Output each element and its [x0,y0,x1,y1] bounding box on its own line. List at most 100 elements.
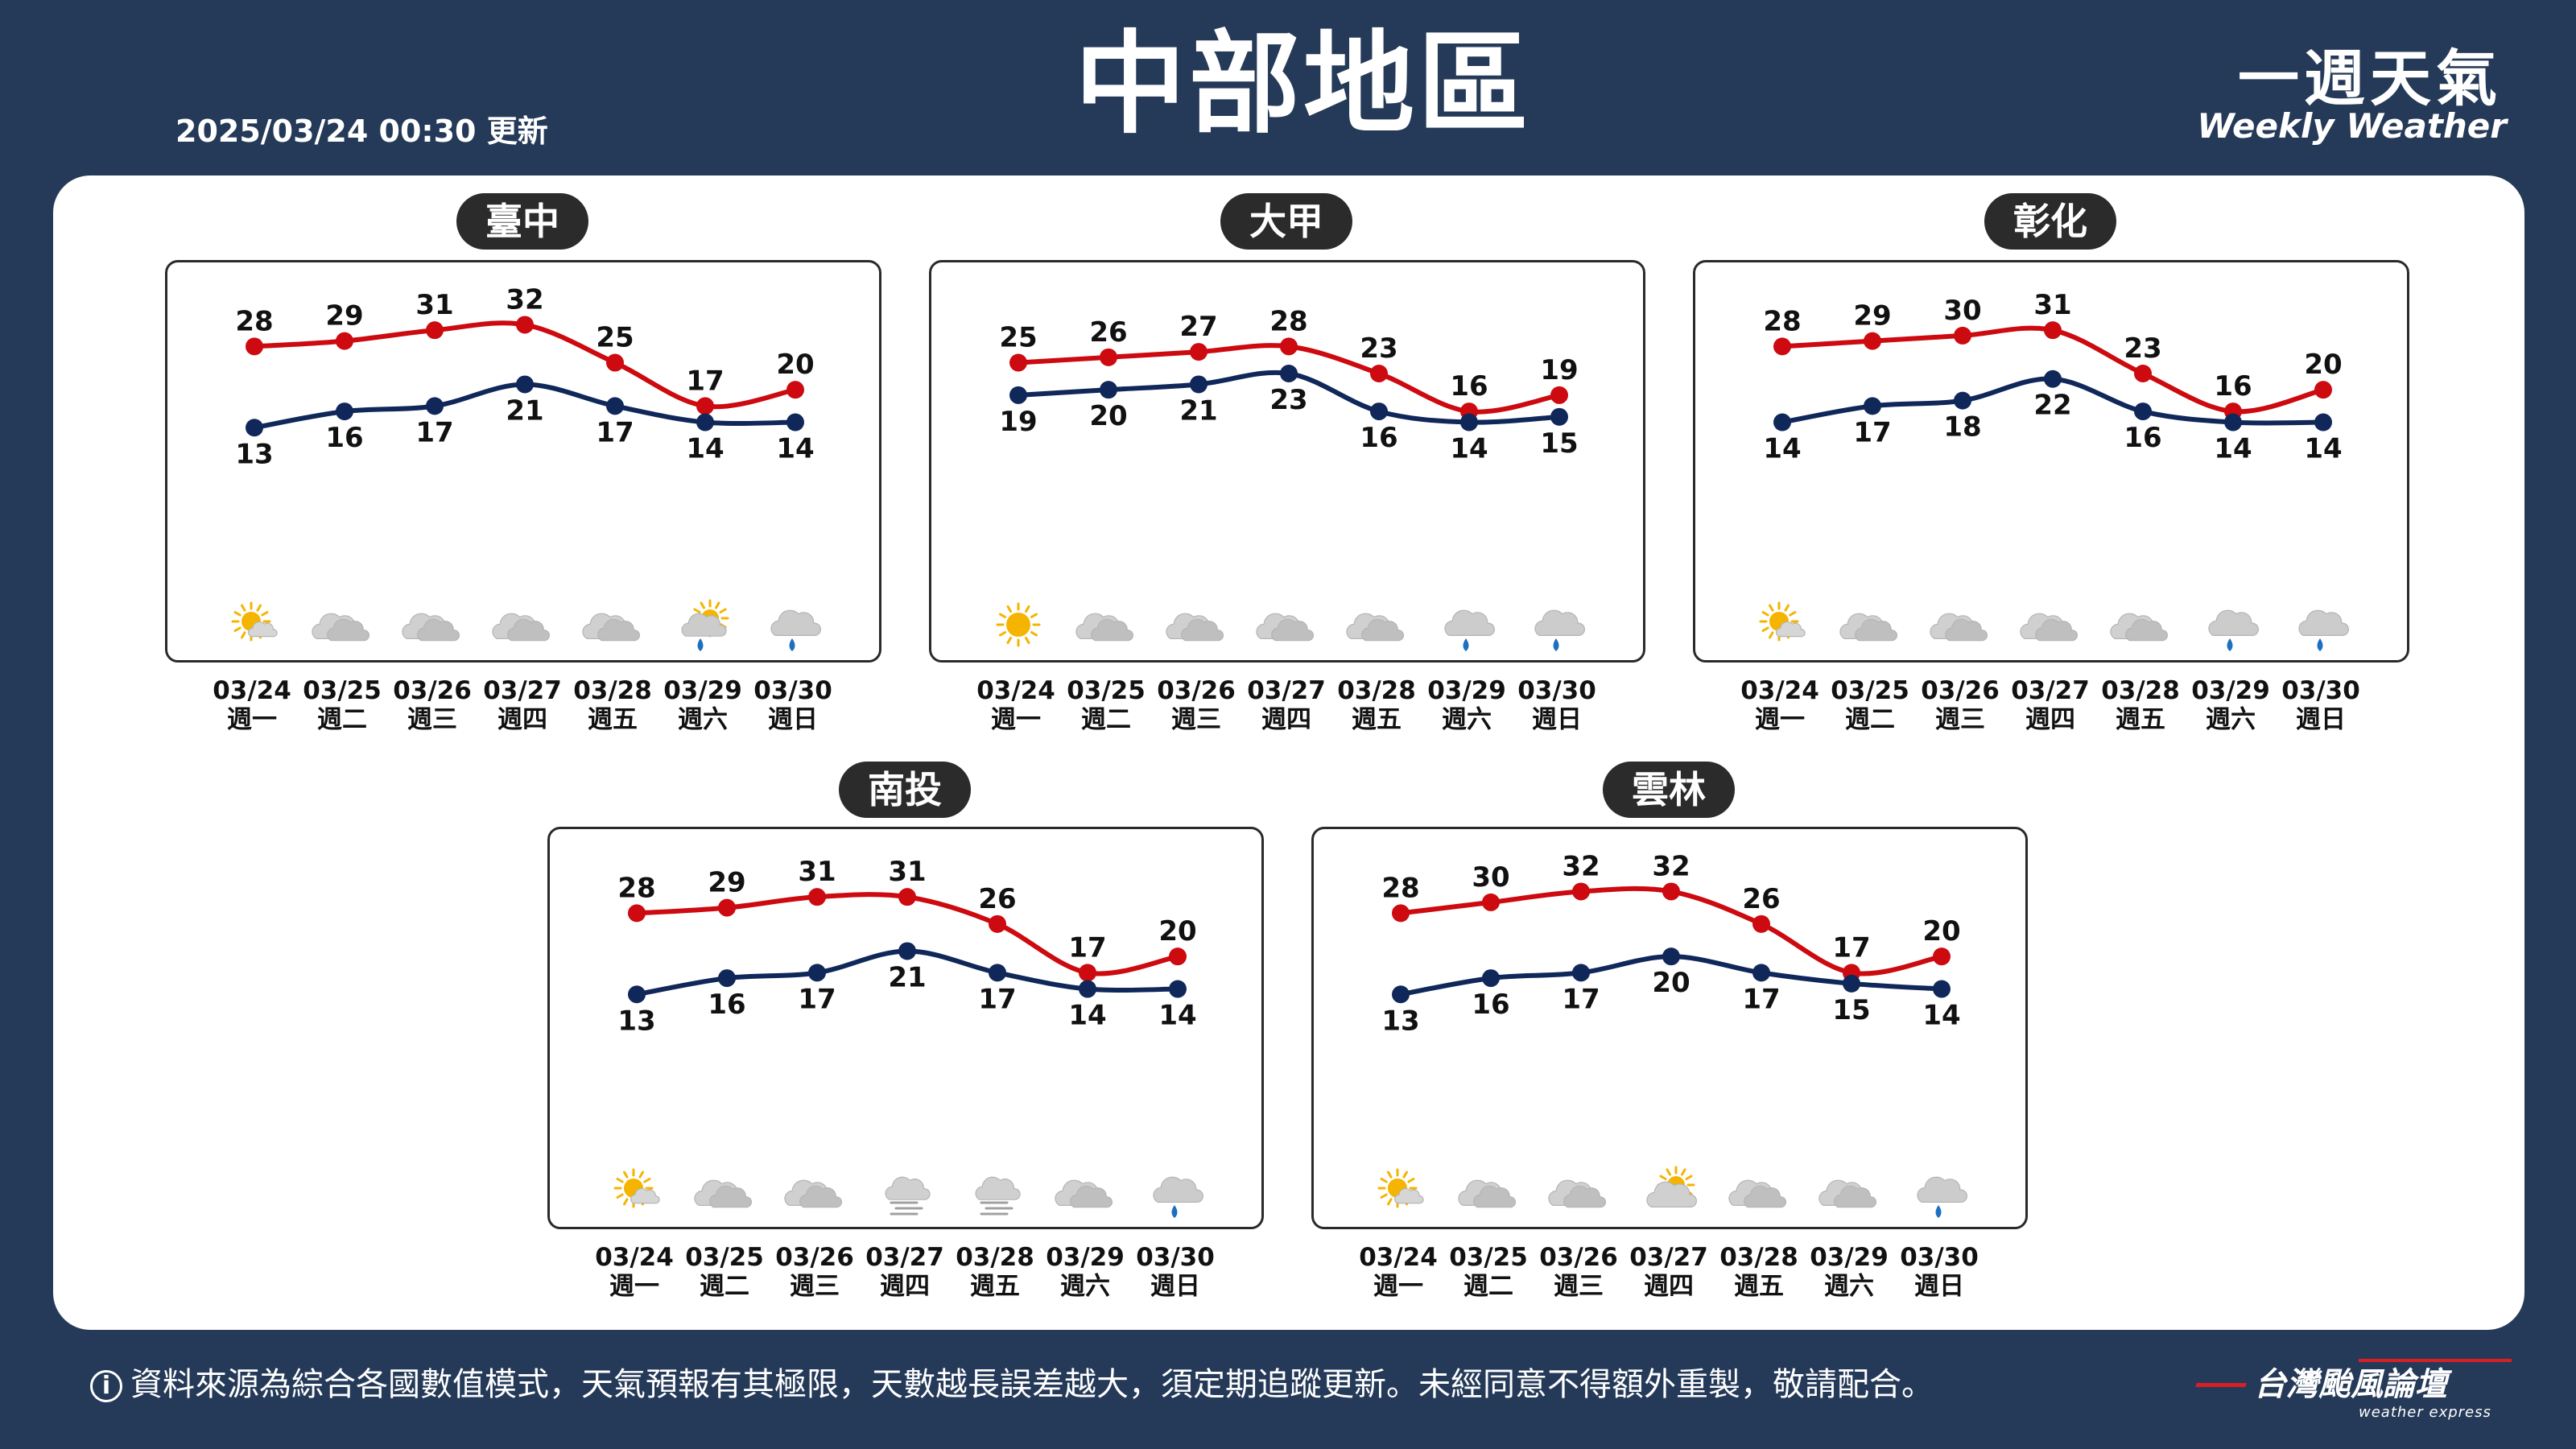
date-label: 03/27 [2011,676,2090,705]
low-temp-label: 18 [1943,411,1981,444]
cloud-icon [582,613,640,642]
high-temp-label: 28 [1381,872,1419,904]
weekday-label: 週一 [1373,1272,1423,1301]
page-title: 中部地區 [1075,19,1533,149]
date-label: 03/27 [483,676,562,705]
high-temp-point [786,381,804,399]
high-temp-point [246,337,263,356]
weekday-label: 週四 [1261,705,1311,734]
raindrop-shape [1553,638,1559,651]
raindrop-shape [2317,638,2323,651]
cloud-shape [1271,618,1314,642]
raindrop-shape [2227,638,2233,651]
date-label: 03/30 [2281,676,2360,705]
date-label: 03/27 [1247,676,1326,705]
date-label: 03/30 [1136,1243,1215,1272]
cloud-shape [507,618,550,642]
cloud-shape [2125,618,2168,642]
high-temp-label: 17 [1832,931,1870,964]
high-temp-label: 26 [1089,316,1127,349]
high-temp-label: 25 [999,322,1037,354]
cloud-shape [417,618,460,642]
low-temp-point [516,375,534,394]
high-temp-label: 17 [1068,931,1106,964]
weekday-label: 週一 [609,1272,659,1301]
date-label: 03/29 [1046,1243,1125,1272]
high-temp-point [2314,381,2332,399]
cloud-icon [1548,1179,1606,1208]
cloud-icon [1055,1179,1113,1208]
temperature-chart: 25 26 27 28 23 16 19 19 20 21 23 16 14 15 [996,305,1586,651]
sun-cloud-icon [1377,1168,1424,1208]
low-temp-point [696,413,714,431]
low-temp-label: 21 [888,961,926,993]
high-temp-label: 20 [1922,915,1960,947]
high-temp-point [426,321,444,340]
high-temp-point [1933,947,1951,966]
high-temp-point [336,332,353,350]
date-label: 03/26 [775,1243,854,1272]
low-temp-point [1572,964,1590,982]
weekday-label: 週三 [407,705,457,734]
low-temp-label: 20 [1652,967,1690,999]
sun-cloud-icon [613,1168,660,1208]
date-label: 03/29 [1810,1243,1889,1272]
weekday-label: 週一 [227,705,277,734]
date-label: 03/28 [1337,676,1416,705]
low-temp-point [1460,413,1478,431]
high-temp-point [808,888,826,906]
low-temp-label: 19 [999,406,1037,438]
station-chart: 28 29 31 31 26 17 20 13 16 17 21 17 14 14 [547,827,1264,1229]
station-chart: 28 30 32 32 26 17 20 13 16 17 20 17 15 14 [1311,827,2028,1229]
date-label: 03/30 [1517,676,1596,705]
weekday-label: 週二 [317,705,367,734]
low-temp-point [786,413,804,431]
temperature-chart: 28 29 30 31 23 16 20 14 17 18 22 16 14 14 [1759,289,2350,651]
high-temp-label: 26 [978,883,1016,915]
weekday-label: 週四 [497,705,547,734]
low-temp-point [1370,402,1388,421]
rain-icon [1153,1176,1204,1218]
weekday-label: 週日 [768,705,818,734]
brand-stripe [2195,1383,2247,1387]
raindrop-shape [697,638,704,651]
low-temp-label: 13 [617,1005,655,1037]
low-temp-label: 17 [415,416,453,448]
brand-title: 一週天氣 [2238,43,2502,114]
cloud-shape [1070,1185,1113,1208]
high-temp-label: 20 [1158,915,1196,947]
low-temp-point [2134,402,2152,421]
cloud-sun-icon [1646,1166,1698,1208]
high-temp-point [1864,332,1881,350]
weekday-label: 週五 [1734,1272,1784,1301]
low-temp-label: 15 [1832,994,1870,1026]
cloud-shape [885,1176,931,1200]
high-temp-point [1190,343,1208,361]
footer-disclaimer: i 資料來源為綜合各國數值模式，天氣預報有其極限，天數越長誤差越大，須定期追蹤更新… [90,1364,1934,1406]
high-temp-point [2134,365,2152,382]
cloud-shape [248,621,278,638]
low-temp-point [808,964,826,982]
low-temp-point [2224,413,2242,431]
cloud-shape [1917,1176,1968,1203]
rain-icon [1534,609,1586,651]
high-temp-point [516,316,534,334]
cloud-icon [1166,613,1224,642]
low-temp-label: 14 [2304,433,2342,465]
low-temp-label: 14 [1450,433,1488,465]
high-temp-point [1280,337,1298,356]
low-temp-point [1662,947,1680,966]
cloud-icon [402,613,460,642]
cloud-icon [1346,613,1404,642]
high-temp-label: 23 [1360,332,1397,365]
high-temp-point [1954,326,1971,345]
weekday-label: 週六 [1060,1272,1110,1301]
rain-icon [2298,609,2350,651]
low-temp-label: 16 [325,422,363,454]
low-temp-label: 21 [1179,394,1217,427]
cloud-shape [799,1185,842,1208]
station-chart: 25 26 27 28 23 16 19 19 20 21 23 16 14 15 [929,260,1645,663]
weekday-label: 週四 [2025,705,2075,734]
sun-rain-icon [681,599,729,651]
low-temp-label: 14 [1158,1000,1196,1032]
